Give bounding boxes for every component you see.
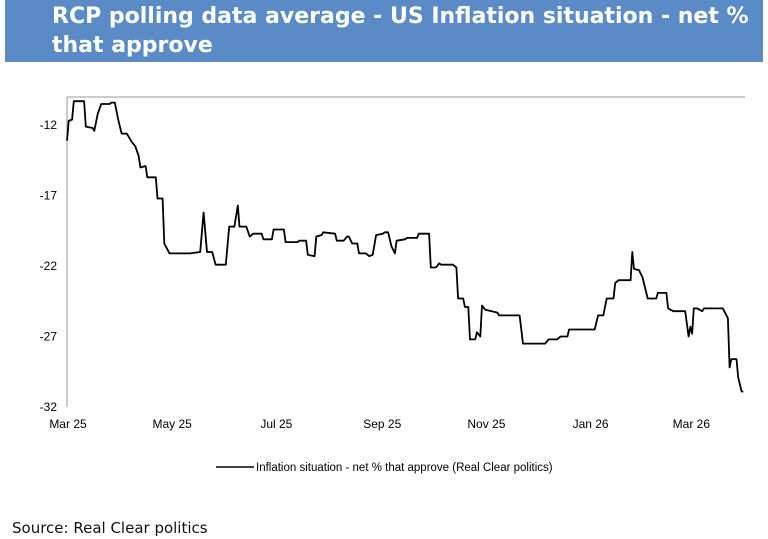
- title-banner: RCP polling data average - US Inflation …: [5, 0, 763, 62]
- x-tick-label: May 25: [152, 417, 192, 431]
- x-tick-label: Mar 25: [49, 417, 87, 431]
- y-tick-label: -27: [40, 330, 58, 344]
- y-tick-label: -22: [40, 259, 58, 273]
- y-tick-label: -17: [40, 189, 58, 203]
- source-note: Source: Real Clear politics: [12, 519, 208, 537]
- x-tick-label: Sep 25: [363, 417, 401, 431]
- x-tick-label: Jan 26: [573, 417, 609, 431]
- legend-label: Inflation situation - net % that approve…: [256, 462, 553, 474]
- chart-title: RCP polling data average - US Inflation …: [52, 4, 749, 58]
- tick-labels: -12 -17 -22 -27 -32 Mar 25 May 25 Jul 25 Sep 25 N…: [40, 118, 711, 431]
- series-line: [66, 100, 744, 393]
- y-tick-label: -32: [40, 400, 58, 414]
- x-tick-label: Jul 25: [260, 417, 292, 431]
- axes: [66, 96, 745, 407]
- x-tick-label: Mar 26: [673, 417, 711, 431]
- y-tick-label: -12: [40, 118, 58, 132]
- legend: Inflation situation - net % that approve…: [216, 462, 553, 474]
- x-tick-label: Nov 25: [467, 417, 505, 431]
